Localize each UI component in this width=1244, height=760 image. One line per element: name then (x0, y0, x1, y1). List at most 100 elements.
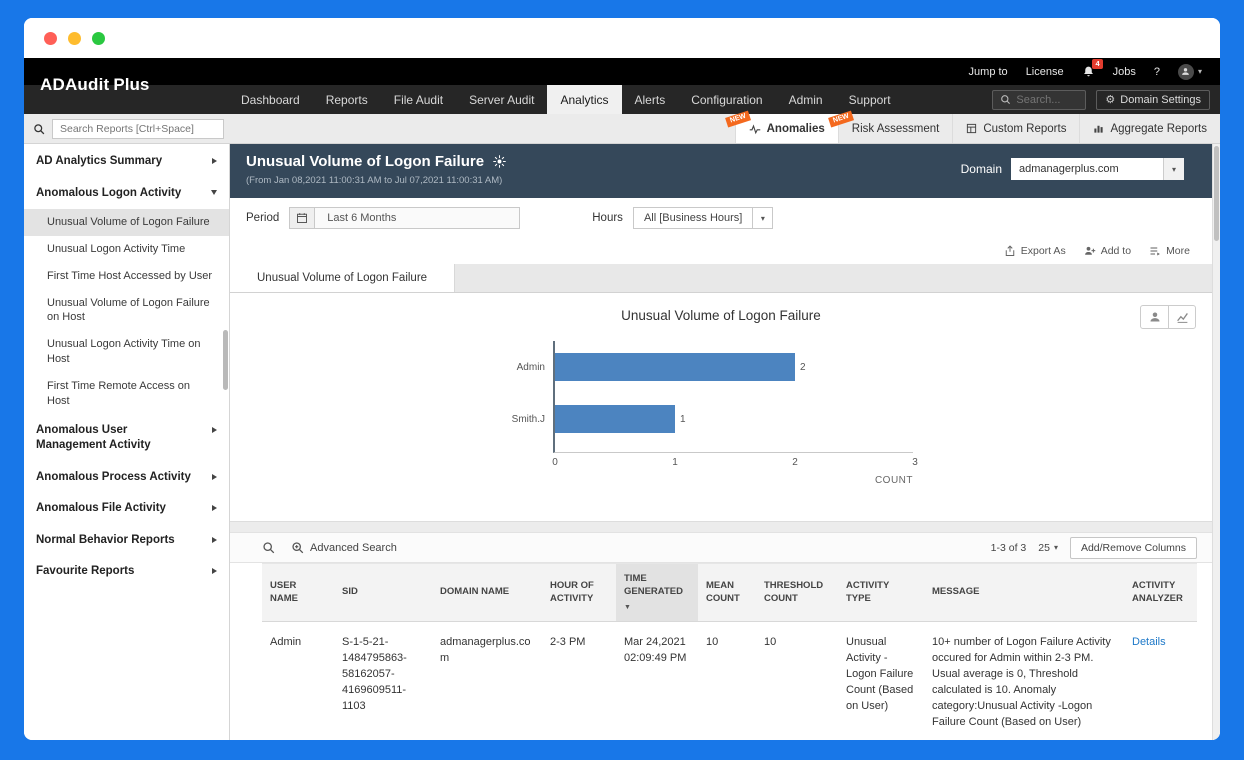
chart-view-button[interactable] (1168, 306, 1195, 328)
line-chart-icon (1176, 312, 1188, 323)
notifications-button[interactable]: 4 (1082, 59, 1103, 78)
tab-anomalies[interactable]: NEW Anomalies (724, 110, 838, 143)
sidebar-item-unusual-logon-activity-time-on-host[interactable]: Unusual Logon Activity Time on Host (47, 338, 201, 366)
column-header-mean-count[interactable]: MEAN COUNT (698, 562, 756, 623)
sun-icon[interactable] (493, 155, 506, 168)
column-header-threshold-count[interactable]: THRESHOLD COUNT (756, 562, 838, 623)
sidebar-section-anomalous-file-activity[interactable]: Anomalous File Activity (24, 493, 229, 525)
search-icon[interactable] (33, 123, 45, 135)
report-tabstrip: Unusual Volume of Logon Failure (230, 264, 1212, 293)
global-search-box[interactable] (992, 89, 1087, 110)
sidebar-item-unusual-volume-of-logon-failure[interactable]: Unusual Volume of Logon Failure (24, 209, 229, 236)
reports-sidebar: AD Analytics Summary Anomalous Logon Act… (24, 144, 230, 740)
domain-settings-button[interactable]: ⚙ Domain Settings (1096, 89, 1210, 110)
sidebar-section-anomalous-process-activity[interactable]: Anomalous Process Activity (24, 462, 229, 494)
help-icon: ? (1153, 65, 1160, 78)
sidebar-section-favourite-reports[interactable]: Favourite Reports (24, 556, 229, 588)
nav-tab-file-audit[interactable]: File Audit (393, 92, 444, 107)
cell-threshold-count: 10 (756, 621, 838, 740)
user-view-button[interactable] (1141, 306, 1168, 328)
minimize-window-button[interactable] (68, 31, 81, 45)
global-search-input[interactable] (1016, 93, 1079, 106)
page-size-select[interactable]: 25 ▾ (1038, 541, 1058, 554)
hours-select[interactable]: All [Business Hours] ▾ (632, 207, 774, 229)
report-tab-unusual-volume-of-logon-failure[interactable]: Unusual Volume of Logon Failure (230, 264, 456, 292)
nav-tab-admin[interactable]: Admin (788, 92, 823, 107)
more-button[interactable]: More (1149, 245, 1190, 257)
add-user-icon (1084, 246, 1095, 255)
details-link[interactable]: Details (1132, 636, 1166, 649)
sidebar-item-first-time-host-accessed-by-user[interactable]: First Time Host Accessed by User (47, 269, 213, 282)
add-to-button[interactable]: Add to (1084, 245, 1131, 257)
sidebar-item-unusual-volume-of-logon-failure-on-host[interactable]: Unusual Volume of Logon Failure on Host (47, 296, 210, 324)
calendar-button[interactable] (289, 207, 316, 229)
sidebar-scrollbar[interactable] (223, 330, 228, 390)
chevron-right-icon (212, 473, 217, 480)
bar-smith-j[interactable] (555, 405, 675, 433)
section-divider (230, 521, 1212, 533)
anomalies-icon (749, 123, 760, 134)
advanced-search-button[interactable]: Advanced Search (291, 541, 397, 554)
nav-tab-reports[interactable]: Reports (325, 92, 368, 107)
help-button[interactable]: ? (1154, 66, 1160, 78)
custom-reports-icon (967, 123, 977, 134)
avatar (1177, 63, 1194, 80)
tab-custom-reports[interactable]: Custom Reports (952, 114, 1079, 143)
column-header-sid[interactable]: SID (334, 562, 432, 623)
tab-risk-assessment[interactable]: NEW Risk Assessment (827, 110, 953, 143)
nav-tab-configuration[interactable]: Configuration (691, 92, 763, 107)
column-header-time-generated[interactable]: TIME GENERATED ▼ (616, 562, 698, 623)
close-window-button[interactable] (44, 31, 57, 45)
sidebar-item-first-time-remote-access-on-host[interactable]: First Time Remote Access on Host (47, 379, 191, 407)
sidebar-section-normal-behavior-reports[interactable]: Normal Behavior Reports (24, 525, 229, 557)
window-titlebar (24, 18, 1220, 58)
nav-tab-support[interactable]: Support (848, 92, 891, 107)
x-axis-title: COUNT (874, 475, 913, 486)
period-input[interactable] (315, 207, 521, 229)
chart-view-toggle (1140, 305, 1196, 329)
sidebar-section-ad-analytics-summary[interactable]: AD Analytics Summary (24, 146, 229, 178)
jobs-menu[interactable]: Jobs (1112, 65, 1136, 78)
sidebar-section-anomalous-logon-activity[interactable]: Anomalous Logon Activity (24, 178, 229, 210)
zoom-window-button[interactable] (92, 31, 105, 45)
sidebar-section-anomalous-user-management-activity[interactable]: Anomalous User Management Activity (24, 415, 229, 462)
search-icon (1001, 95, 1011, 105)
scrollbar-thumb[interactable] (1214, 146, 1219, 241)
column-header-domain-name[interactable]: DOMAIN NAME (432, 562, 542, 623)
nav-tab-alerts[interactable]: Alerts (634, 92, 666, 107)
app-window: ADAudit Plus Jump to License 4 Jobs ? ▾ … (24, 18, 1220, 740)
nav-tab-dashboard[interactable]: Dashboard (241, 92, 300, 107)
sidebar-item-unusual-logon-activity-time[interactable]: Unusual Logon Activity Time (47, 242, 186, 255)
chevron-down-icon: ▾ (1197, 67, 1202, 76)
main-scrollbar[interactable] (1212, 144, 1220, 740)
adaudit-plus-logo: ADAudit Plus (40, 75, 149, 95)
tab-aggregate-reports[interactable]: Aggregate Reports (1079, 114, 1220, 143)
column-header-hour-of-activity[interactable]: HOUR OF ACTIVITY (542, 562, 616, 623)
table-row[interactable]: Admin S-1-5-21-1484795863-58162057-41696… (262, 621, 1197, 740)
jump-to-menu[interactable]: Jump to (968, 65, 1008, 78)
y-axis-label: Smith.J (511, 413, 545, 425)
account-menu[interactable]: ▾ (1177, 63, 1202, 80)
column-header-activity-analyzer[interactable]: ACTIVITY ANALYZER (1124, 562, 1197, 623)
export-icon (1005, 245, 1014, 256)
domain-dropdown-button[interactable]: ▾ (1163, 158, 1184, 180)
bar-admin[interactable] (555, 353, 795, 381)
export-as-button[interactable]: Export As (1004, 245, 1066, 257)
add-remove-columns-button[interactable]: Add/Remove Columns (1069, 536, 1197, 559)
report-search-input[interactable] (52, 118, 224, 139)
cell-hour-of-activity: 2-3 PM (542, 621, 616, 740)
nav-tab-analytics[interactable]: Analytics (547, 85, 622, 114)
domain-input[interactable] (1011, 158, 1163, 180)
chevron-down-icon: ▾ (1053, 543, 1058, 552)
column-header-user-name[interactable]: USER NAME (262, 562, 334, 623)
nav-tab-server-audit[interactable]: Server Audit (469, 92, 535, 107)
chart-title: Unusual Volume of Logon Failure (621, 308, 821, 323)
table-search-button[interactable] (262, 541, 275, 554)
column-header-message[interactable]: MESSAGE (924, 562, 1124, 623)
report-actions: Export As Add to More (230, 238, 1212, 264)
column-header-activity-type[interactable]: ACTIVITY TYPE (838, 562, 924, 623)
cell-time-generated: Mar 24,2021 02:09:49 PM (616, 621, 698, 740)
more-icon (1150, 247, 1160, 256)
chevron-right-icon (212, 568, 217, 575)
license-menu[interactable]: License (1025, 65, 1064, 78)
